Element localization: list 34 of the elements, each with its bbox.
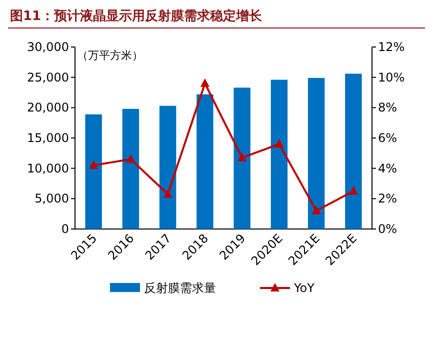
bar xyxy=(345,74,362,229)
y2-tick-label: 6% xyxy=(378,131,398,145)
y2-tick-label: 10% xyxy=(378,70,405,84)
y2-tick-label: 2% xyxy=(378,192,398,206)
legend-label: 反射膜需求量 xyxy=(144,281,216,295)
point xyxy=(163,189,172,198)
point xyxy=(200,78,210,87)
y-tick-label: 25,000 xyxy=(27,70,69,84)
legend-label: YoY xyxy=(293,281,316,295)
point xyxy=(312,206,321,214)
y-tick-label: 30,000 xyxy=(27,40,69,54)
point xyxy=(348,186,358,195)
bar xyxy=(159,106,176,229)
y-tick-label: 0 xyxy=(61,222,69,236)
bar xyxy=(122,108,140,229)
bar xyxy=(85,114,102,229)
y2-tick-label: 12% xyxy=(378,40,405,54)
y-tick-label: 10,000 xyxy=(27,161,69,176)
y2-tick-label: 0% xyxy=(378,222,398,236)
point xyxy=(274,139,284,148)
y-tick-label: 5,000 xyxy=(34,192,69,206)
bar xyxy=(234,88,250,229)
bar xyxy=(270,80,288,229)
y2-tick-label: 4% xyxy=(378,161,398,176)
chart-title: 图11：预计液晶显示用反射膜需求稳定增长 xyxy=(10,8,264,24)
bar xyxy=(196,94,214,229)
point xyxy=(126,154,136,163)
y-axis-title: （万平方米） xyxy=(77,49,143,62)
y-tick-label: 15,000 xyxy=(27,131,69,145)
point xyxy=(89,160,98,169)
y-tick-label: 20,000 xyxy=(27,100,69,115)
bar xyxy=(308,78,325,229)
point xyxy=(238,152,247,162)
y2-tick-label: 8% xyxy=(378,100,398,115)
